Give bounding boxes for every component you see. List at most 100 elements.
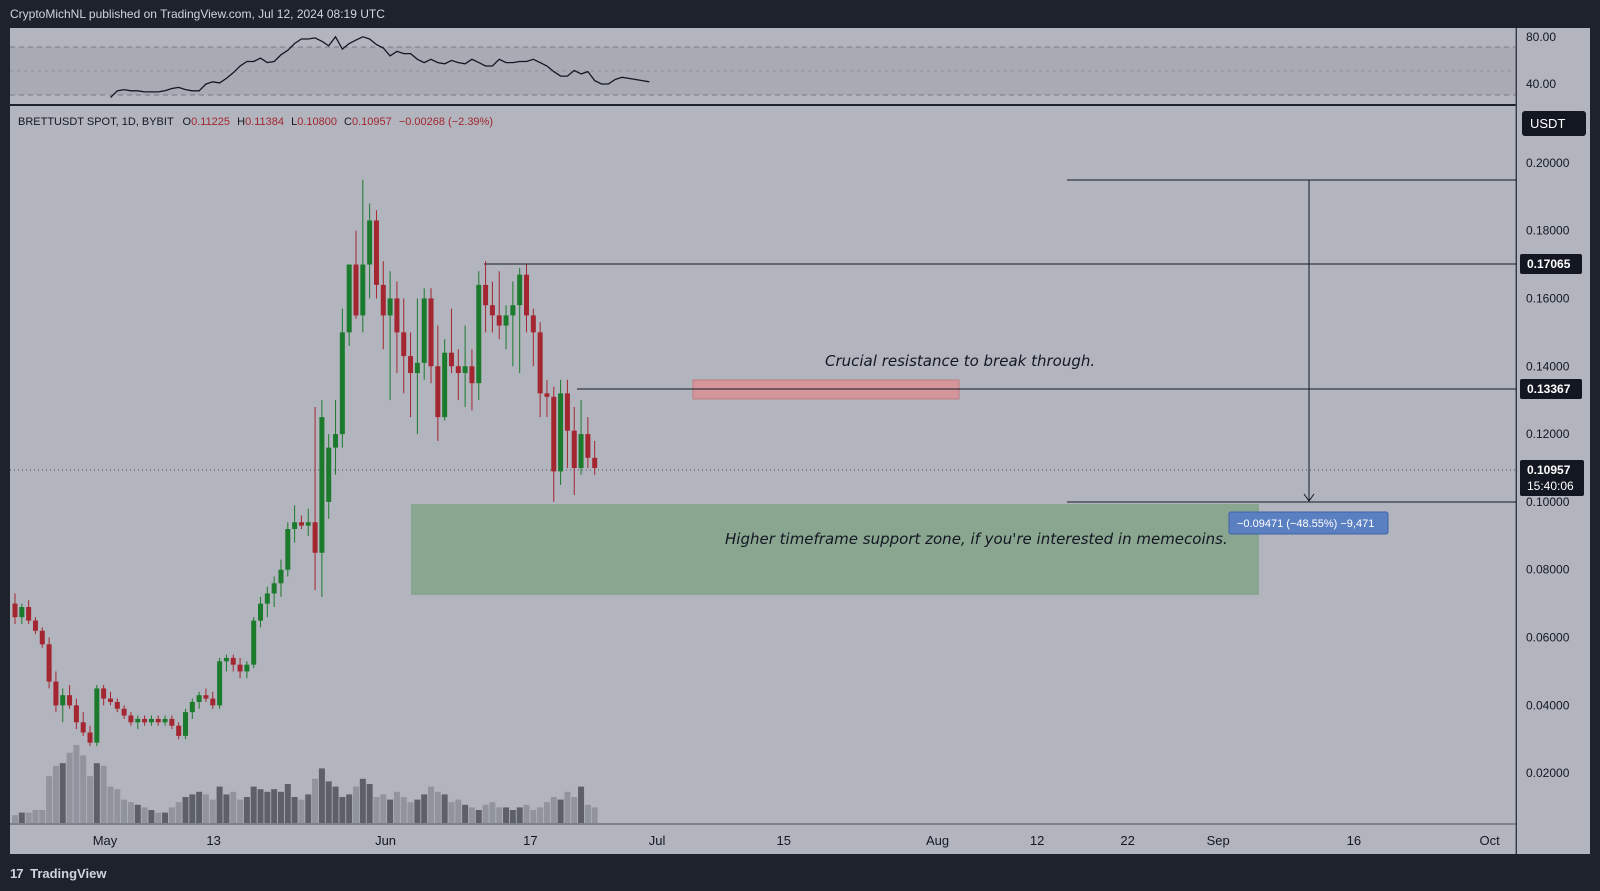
volume-bar [59,763,66,823]
legend-low-label: L [291,116,297,128]
candle-body [373,220,379,285]
price-tick-label: 0.10000 [1526,495,1570,509]
legend-change: −0.00268 (−2.39%) [399,116,493,128]
volume-bar [366,784,373,823]
candle-body [503,315,509,326]
price-tick-label: 0.14000 [1526,359,1570,373]
volume-bar [277,791,284,823]
volume-bar [25,812,32,823]
legend-open: 0.11225 [191,116,230,128]
resistance-annotation: Crucial resistance to break through. [825,352,1095,370]
volume-bar [189,794,196,823]
volume-bar [100,765,107,823]
volume-bar [223,794,230,823]
bar-countdown: 15:40:06 [1527,479,1574,493]
price-tick-label: 0.20000 [1526,156,1570,170]
volume-bar [168,807,175,823]
volume-bar [393,791,400,823]
candle-body [80,722,86,733]
support-annotation: Higher timeframe support zone, if you're… [725,530,1228,548]
price-axis [1517,28,1590,854]
candle-body [142,718,148,723]
volume-bar [264,791,271,823]
candle-body [394,298,400,333]
candle-body [489,305,495,316]
legend-low: 0.10800 [297,116,337,128]
candle-body [312,522,318,553]
price-label-017065: 0.17065 [1527,257,1571,271]
candle-body [19,607,25,618]
candle-body [183,712,188,736]
volume-bar [543,802,550,823]
volume-bar [257,789,264,823]
ohlc-legend: BRETTUSDT SPOT, 1D, BYBIT O0.11225 H0.11… [18,116,493,128]
candle-body [517,274,523,306]
candle-body [319,417,325,553]
volume-bar [127,802,134,823]
candle-body [264,593,270,604]
candle-body [530,315,536,333]
candle-body [203,695,209,699]
volume-bar [175,802,182,823]
candle-body [401,332,407,357]
currency-button[interactable] [1522,111,1586,136]
volume-bar [237,799,244,823]
time-axis-ticks: May 13 Jun 17 Jul 15 Aug 12 22 Sep 16 Oct [93,833,1500,848]
candle-body [571,430,577,468]
volume-bar [182,797,189,823]
candle-body [26,607,32,621]
candle-body [244,664,250,672]
candle-body [87,732,93,743]
volume-bar [475,810,482,823]
price-tick-label: 0.12000 [1526,427,1570,441]
volume-bar [509,810,516,823]
volume-bar [66,752,73,823]
candle-body [237,664,243,672]
volume-bar [448,802,455,823]
candle-body [101,688,107,699]
price-axis-ticks: 0.20000 0.18000 0.16000 0.14000 0.12000 0.100… [1526,156,1570,780]
volume-bar [332,786,339,823]
candle-body [353,264,359,316]
candle-body [442,352,448,418]
candle-body [421,298,427,363]
tradingview-logo-text: TradingView [30,866,107,881]
price-label-013367: 0.13367 [1527,382,1571,396]
currency-label: USDT [1530,116,1565,131]
volume-bar [209,799,216,823]
volume-bar [141,807,148,823]
volume-bar [550,797,557,823]
candle-body [196,695,202,702]
candle-body [258,603,264,621]
volume-bar [387,799,394,823]
volume-bar [325,781,332,823]
volume-bar [468,807,475,823]
candle-body [298,522,304,526]
candle-body [155,718,161,723]
volume-bar [121,799,128,823]
time-tick-label: Oct [1480,833,1501,848]
candle-body [387,298,393,316]
candle-body [285,529,291,570]
candle-body [428,298,434,367]
time-tick-label: 13 [206,833,220,848]
volume-bar [380,794,387,823]
volume-bar [148,810,155,823]
volume-bar [353,786,359,823]
time-tick-label: Jul [649,833,666,848]
time-tick-label: 16 [1347,833,1361,848]
candle-body [135,718,141,723]
candle-body [469,366,475,384]
price-tick-label: 0.18000 [1526,224,1570,238]
candle-body [455,366,461,374]
volume-bar [530,810,537,823]
publisher-line: CryptoMichNL published on TradingView.co… [10,7,385,21]
candle-body [360,264,366,316]
tradingview-logo[interactable]: 17 TradingView [10,866,106,881]
volume-bar [202,794,209,823]
volume-bar [434,791,441,823]
measure-label-box[interactable] [1228,511,1389,535]
volume-bar [496,807,503,823]
candle-body [210,698,216,706]
